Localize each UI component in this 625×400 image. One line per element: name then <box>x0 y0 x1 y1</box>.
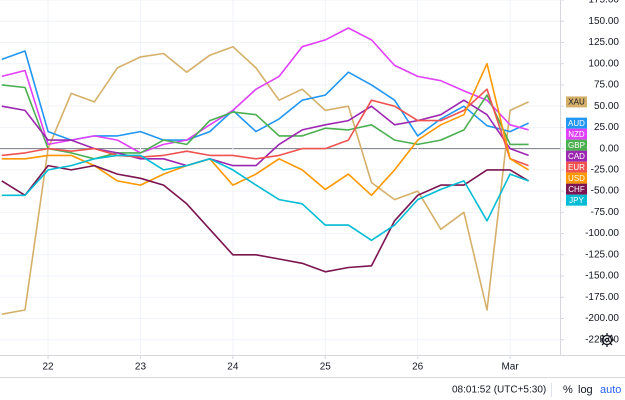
x-tick-label: 24 <box>227 362 239 373</box>
badge-box <box>566 194 587 206</box>
badge-layer: XAU AUD NZD GBP CAD EUR USD CHF JPY <box>566 96 587 206</box>
legend-label: JPY <box>569 196 584 205</box>
series-badge: CAD <box>566 150 587 162</box>
series-line <box>1 45 529 315</box>
status-bar: 08:01:52 (UTC+5:30) % log auto <box>452 383 621 397</box>
x-tick-label: 25 <box>320 362 332 373</box>
y-tick-label: -100.00 <box>585 228 619 239</box>
badge-box <box>566 172 587 184</box>
grid-layer <box>0 0 560 355</box>
x-tick-label: 22 <box>42 362 54 373</box>
y-tick-label: -125.00 <box>585 249 619 260</box>
badge-box <box>566 161 587 173</box>
series-line <box>1 84 529 160</box>
badge-box <box>566 128 587 140</box>
badge-box <box>566 96 587 108</box>
gear-hub <box>604 337 610 343</box>
y-tick-label: 25.00 <box>594 122 619 133</box>
legend-label: AUD <box>568 119 585 128</box>
series-badge: NZD <box>566 128 587 140</box>
y-tick-label: -225.00 <box>585 334 619 345</box>
y-tick-label: 75.00 <box>594 80 619 91</box>
y-tick-label: 150.00 <box>588 16 619 27</box>
x-tick-label: Mar <box>501 362 519 373</box>
series-line <box>1 62 530 197</box>
y-tick-label: -175.00 <box>585 292 619 303</box>
axis-layer: 175.00 150.00 125.00 100.00 75.00 50.00 25.00 0… <box>0 0 625 378</box>
badge-box <box>566 150 587 162</box>
series-line <box>1 154 529 242</box>
y-tick-label: 175.00 <box>588 0 619 6</box>
series-badge: AUD <box>566 117 587 129</box>
series-badge: XAU <box>566 96 587 108</box>
series-line <box>1 164 530 273</box>
y-tick-label: 0.00 <box>600 143 620 154</box>
y-tick-label: -25.00 <box>591 164 620 175</box>
settings-icon[interactable] <box>600 333 614 347</box>
legend-label: CHF <box>568 185 585 194</box>
series-badge: GBP <box>566 139 587 151</box>
series-line <box>1 50 529 141</box>
badge-box <box>566 183 587 195</box>
auto-button[interactable]: auto <box>600 384 621 396</box>
percent-button[interactable]: % <box>563 384 573 396</box>
x-tick-label: 23 <box>135 362 147 373</box>
y-tick-label: -50.00 <box>591 186 620 197</box>
clock: 08:01:52 (UTC+5:30) <box>452 385 546 396</box>
legend-label: USD <box>568 174 585 183</box>
series-line <box>1 99 529 167</box>
legend-label: XAU <box>568 98 585 107</box>
y-tick-label: -200.00 <box>585 313 619 324</box>
badge-box <box>566 117 587 129</box>
x-tick-label: 26 <box>412 362 424 373</box>
y-tick-label: 100.00 <box>588 58 619 69</box>
legend-label: CAD <box>568 152 585 161</box>
series-badge: JPY <box>566 194 587 206</box>
legend-label: NZD <box>568 130 585 139</box>
series-badge: USD <box>566 172 587 184</box>
gear-teeth <box>600 333 614 347</box>
series-line <box>1 27 529 154</box>
badge-box <box>566 139 587 151</box>
log-button[interactable]: log <box>578 384 593 396</box>
line-layer <box>1 27 530 315</box>
series-line <box>1 88 529 167</box>
y-tick-label: 125.00 <box>588 37 619 48</box>
series-badge: CHF <box>566 183 587 195</box>
y-tick-label: 50.00 <box>594 101 619 112</box>
legend-label: GBP <box>568 141 585 150</box>
legend-label: EUR <box>568 163 585 172</box>
y-tick-label: -150.00 <box>585 271 619 282</box>
y-tick-label: -75.00 <box>591 207 620 218</box>
series-badge: EUR <box>566 161 587 173</box>
